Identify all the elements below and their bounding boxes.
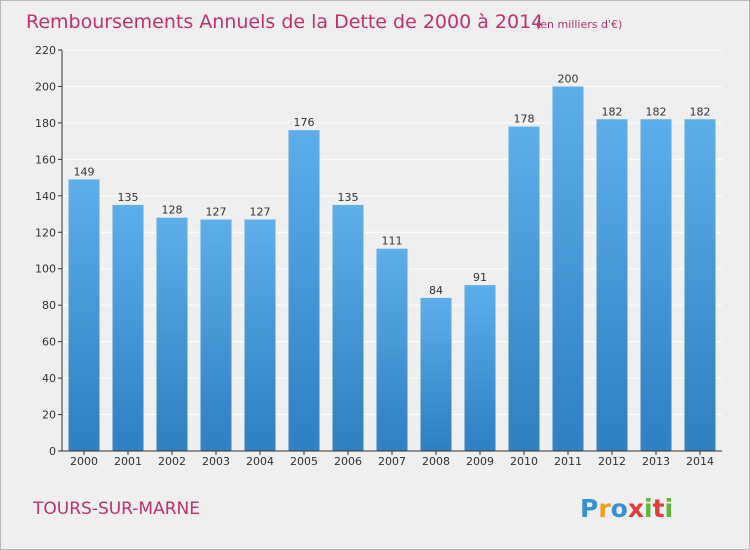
bar-2000 xyxy=(68,179,100,451)
tick-labels: 0 20 40 60 80 100 120 140 160 180 200 220 2000 2001 20… xyxy=(35,44,714,468)
x-tick-label: 2002 xyxy=(158,455,186,468)
y-tick-label: 140 xyxy=(35,190,56,203)
bar-2005 xyxy=(288,130,320,451)
bar-2010 xyxy=(508,126,540,452)
value-label: 182 xyxy=(602,105,623,118)
bar-2003 xyxy=(200,219,232,451)
x-tick-label: 2006 xyxy=(334,455,362,468)
value-label: 135 xyxy=(118,191,139,204)
bar-2012 xyxy=(596,119,628,451)
bar-2008 xyxy=(420,297,452,451)
value-label: 128 xyxy=(162,204,183,217)
y-tick-label: 80 xyxy=(42,299,56,312)
logo-letter: P xyxy=(580,494,598,523)
x-tick-label: 2012 xyxy=(598,455,626,468)
y-tick-label: 60 xyxy=(42,336,56,349)
y-tick-label: 180 xyxy=(35,117,56,130)
value-label: 127 xyxy=(250,206,271,219)
value-label: 178 xyxy=(514,113,535,126)
y-tick-label: 160 xyxy=(35,153,56,166)
bar-2007 xyxy=(376,248,408,451)
value-label: 84 xyxy=(429,284,443,297)
bar-2001 xyxy=(112,204,144,451)
x-tick-label: 2005 xyxy=(290,455,318,468)
value-label: 149 xyxy=(74,165,95,178)
bar-2002 xyxy=(156,217,188,451)
x-tick-label: 2011 xyxy=(554,455,582,468)
bar-2009 xyxy=(464,285,496,451)
value-label: 91 xyxy=(473,271,487,284)
bar-2014 xyxy=(684,119,716,451)
x-tick-label: 2003 xyxy=(202,455,230,468)
proxiti-logo: Proxiti xyxy=(580,494,673,523)
logo-letter: i xyxy=(644,494,653,523)
chart-title: Remboursements Annuels de la Dette de 20… xyxy=(26,11,543,33)
chart-unit: (en milliers d'€) xyxy=(536,18,622,31)
value-label: 111 xyxy=(382,235,403,248)
x-tick-label: 2013 xyxy=(642,455,670,468)
value-label: 200 xyxy=(558,72,579,85)
y-tick-label: 20 xyxy=(42,409,56,422)
value-labels: 149 135 128 127 127 176 135 111 84 91 178 200 182 182… xyxy=(74,72,711,296)
logo-letter: r xyxy=(598,494,611,523)
x-tick-label: 2007 xyxy=(378,455,406,468)
x-tick-label: 2004 xyxy=(246,455,274,468)
logo-letter: x xyxy=(628,494,644,523)
bar-2013 xyxy=(640,119,672,451)
logo-letter: t xyxy=(653,494,665,523)
x-tick-label: 2010 xyxy=(510,455,538,468)
value-label: 182 xyxy=(690,105,711,118)
x-tick-label: 2014 xyxy=(686,455,714,468)
bars xyxy=(68,86,716,452)
bar-2011 xyxy=(552,86,584,452)
logo-letter: i xyxy=(665,494,674,523)
value-label: 182 xyxy=(646,105,667,118)
y-tick-label: 220 xyxy=(35,44,56,57)
y-tick-label: 100 xyxy=(35,263,56,276)
value-label: 127 xyxy=(206,206,227,219)
y-tick-label: 40 xyxy=(42,372,56,385)
axes xyxy=(58,49,722,455)
y-tick-label: 0 xyxy=(49,445,56,458)
value-label: 135 xyxy=(338,191,359,204)
bar-2004 xyxy=(244,219,276,451)
x-tick-label: 2001 xyxy=(114,455,142,468)
logo-letter: o xyxy=(611,494,628,523)
x-tick-label: 2008 xyxy=(422,455,450,468)
y-tick-label: 120 xyxy=(35,226,56,239)
bar-2006 xyxy=(332,204,364,451)
y-tick-label: 200 xyxy=(35,80,56,93)
x-tick-label: 2009 xyxy=(466,455,494,468)
x-tick-label: 2000 xyxy=(70,455,98,468)
value-label: 176 xyxy=(294,116,315,129)
commune-name: TOURS-SUR-MARNE xyxy=(32,499,200,519)
